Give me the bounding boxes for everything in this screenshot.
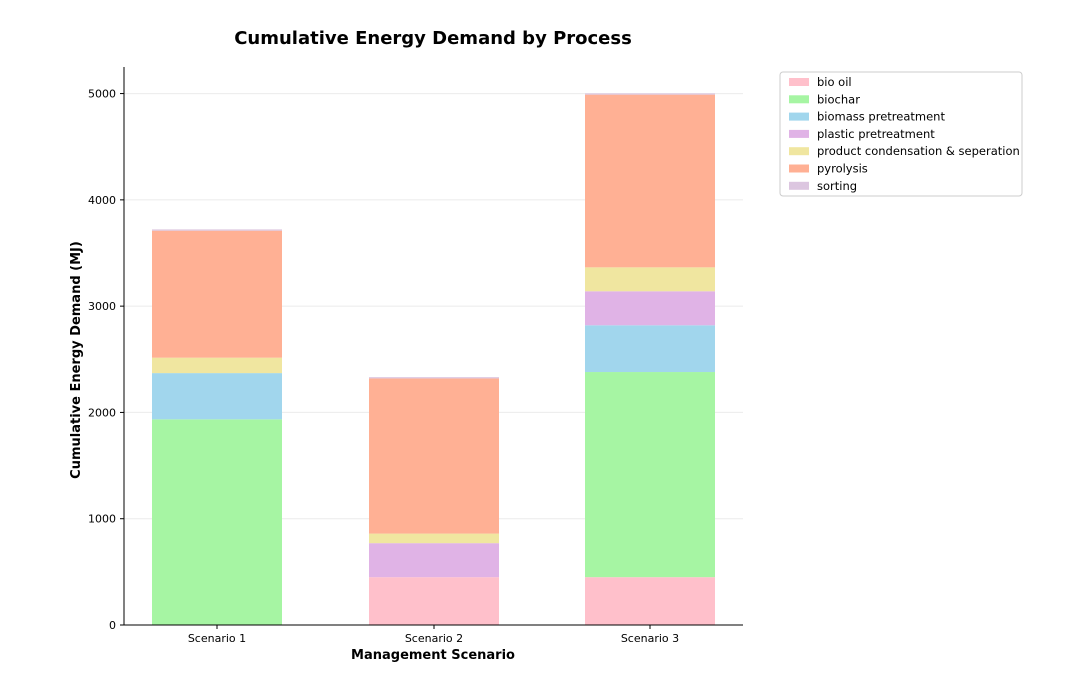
legend-swatch: [789, 78, 809, 86]
legend-label: bio oil: [817, 75, 852, 89]
y-axis-label: Cumulative Energy Demand (MJ): [69, 241, 84, 479]
x-ticks: Scenario 1 Scenario 2 Scenario 3: [188, 625, 679, 645]
legend-label: biomass pretreatment: [817, 110, 945, 124]
legend-items: bio oil biochar biomass pretreatment plasti…: [789, 75, 1020, 193]
legend-label: plastic pretreatment: [817, 127, 935, 141]
legend-label: product condensation & seperation: [817, 144, 1020, 158]
legend-swatch: [789, 95, 809, 104]
bar-segment: [369, 577, 499, 625]
bar-segment: [152, 419, 282, 625]
legend-swatch: [789, 181, 809, 190]
legend-swatch: [789, 112, 809, 121]
bar-segment: [585, 577, 715, 625]
bar-segment: [152, 229, 282, 231]
legend-swatch: [789, 147, 809, 156]
legend-label: pyrolysis: [817, 162, 868, 176]
x-tick-label: Scenario 1: [188, 632, 246, 645]
bar-segment: [585, 291, 715, 326]
legend-swatch: [789, 129, 809, 138]
legend-swatch: [789, 164, 809, 173]
bar-segment: [369, 378, 499, 534]
y-tick-label: 2000: [88, 406, 116, 419]
y-tick-label: 4000: [88, 194, 116, 207]
bar-segment: [369, 533, 499, 544]
bar-segment: [369, 377, 499, 379]
legend-frame: [779, 71, 1023, 197]
legend: bio oil biochar biomass pretreatment plasti…: [779, 71, 1023, 197]
bar-segment: [585, 94, 715, 268]
chart-title: Cumulative Energy Demand by Process: [234, 28, 632, 49]
bar-segment: [585, 325, 715, 373]
bar-segment: [585, 267, 715, 292]
y-tick-label: 1000: [88, 513, 116, 526]
bar-segment: [152, 357, 282, 374]
bar-segment: [152, 230, 282, 358]
legend-label: biochar: [817, 92, 860, 106]
x-tick-label: Scenario 2: [405, 632, 463, 645]
bar-segment: [152, 373, 282, 420]
y-tick-label: 5000: [88, 88, 116, 101]
bars: [152, 93, 715, 625]
y-tick-label: 0: [109, 619, 116, 632]
legend-label: sorting: [817, 179, 857, 193]
bar-segment: [585, 93, 715, 95]
x-tick-label: Scenario 3: [621, 632, 679, 645]
bar-segment: [369, 543, 499, 578]
x-axis-label: Management Scenario: [351, 648, 515, 663]
y-tick-label: 3000: [88, 300, 116, 313]
bar-segment: [585, 372, 715, 578]
y-ticks: 0 1000 2000 3000 4000 5000: [88, 88, 124, 632]
